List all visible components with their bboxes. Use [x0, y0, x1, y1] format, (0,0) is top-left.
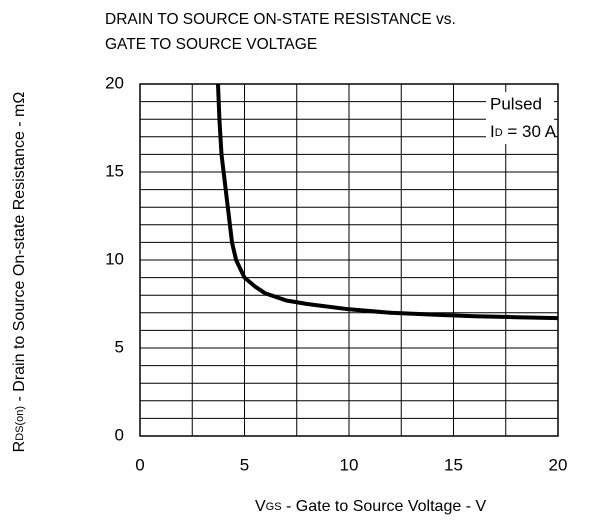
y-tick-label: 10	[105, 249, 124, 268]
x-tick-label: 20	[549, 455, 568, 474]
line	[216, 83, 559, 321]
x-tick-label: 15	[444, 455, 463, 474]
y-tick-label: 20	[105, 73, 124, 92]
annotation: Pulsed	[490, 94, 542, 113]
x-tick-label: 10	[340, 455, 359, 474]
label-subscript: DS(on)	[14, 406, 26, 441]
x-tick-label: 5	[240, 455, 249, 474]
label-part: - Gate to Source Voltage - V	[282, 498, 487, 515]
annotation-part: = 30 A	[503, 122, 557, 141]
plot	[216, 83, 559, 321]
label-part: V	[255, 498, 266, 515]
y-tick-label: 5	[115, 337, 124, 356]
annotation-box	[486, 92, 554, 144]
label-part: R	[11, 441, 28, 453]
y-tick-label: 15	[105, 161, 124, 180]
annotation-subscript: D	[495, 127, 503, 139]
y-axis-label: RDS(on) - Drain to Source On-state Resis…	[11, 92, 28, 453]
annotation-part: I	[490, 122, 495, 141]
label-subscript: GS	[266, 501, 282, 513]
annotation: ID = 30 A	[490, 122, 557, 141]
y-tick-label: 0	[115, 425, 124, 444]
label-part: - Drain to Source On-state Resistance - …	[11, 92, 28, 406]
chart-title-line: GATE TO SOURCE VOLTAGE	[105, 36, 317, 53]
x-tick-label: 0	[135, 455, 144, 474]
plot-frame	[139, 83, 559, 437]
x-axis-label: VGS - Gate to Source Voltage - V	[255, 498, 486, 515]
chart-title-line: DRAIN TO SOURCE ON-STATE RESISTANCE vs.	[105, 11, 456, 28]
